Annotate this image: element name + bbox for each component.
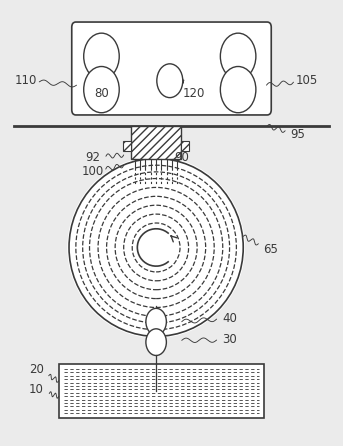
Text: 95: 95 (291, 128, 305, 140)
Bar (123, 141, 131, 151)
Circle shape (220, 33, 256, 79)
Text: 65: 65 (263, 243, 278, 256)
Text: 120: 120 (182, 87, 205, 99)
FancyBboxPatch shape (72, 22, 271, 115)
Bar (131, 126, 181, 159)
Text: 80: 80 (94, 87, 109, 99)
Text: 100: 100 (82, 165, 104, 178)
Circle shape (84, 33, 119, 79)
Ellipse shape (67, 157, 245, 338)
Circle shape (146, 329, 166, 355)
Circle shape (157, 64, 183, 98)
Text: 105: 105 (295, 74, 318, 87)
Text: 40: 40 (222, 312, 237, 325)
Text: 92: 92 (85, 151, 100, 164)
Text: 10: 10 (29, 383, 44, 396)
Circle shape (84, 66, 119, 113)
Circle shape (220, 66, 256, 113)
Bar (59, 364, 264, 418)
Text: 110: 110 (15, 74, 37, 87)
Text: 30: 30 (222, 334, 237, 347)
Bar (181, 141, 189, 151)
Text: 20: 20 (29, 363, 44, 376)
Text: 90: 90 (174, 151, 189, 164)
Circle shape (146, 308, 166, 335)
